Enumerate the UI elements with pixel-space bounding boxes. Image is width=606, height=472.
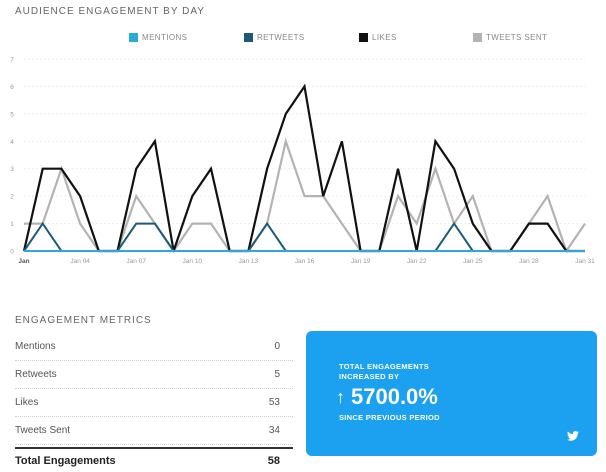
metric-row-retweets: Retweets 5 [15, 361, 293, 389]
metric-value: 0 [274, 341, 280, 352]
legend-swatch-mentions [129, 33, 138, 42]
x-tick-label: Jan 16 [295, 258, 315, 265]
legend-label-likes: LIKES [372, 33, 397, 42]
x-tick-label: Jan 04 [70, 258, 90, 265]
twitter-icon[interactable] [567, 431, 579, 441]
promo-value: 5700.0% [351, 384, 438, 409]
x-tick-label: Jan [18, 258, 29, 265]
x-tick-label: Jan 25 [463, 258, 483, 265]
x-tick-label: Jan 31 [575, 258, 595, 265]
promo-subtext: SINCE PREVIOUS PERIOD [339, 413, 440, 422]
x-tick-label: Jan 13 [239, 258, 259, 265]
legend-label-retweets: RETWEETS [257, 33, 305, 42]
legend-label-tweets-sent: TWEETS SENT [486, 33, 548, 42]
y-tick-label: 2 [10, 194, 14, 201]
metric-value: 5 [274, 369, 280, 380]
series-line-retweets [23, 221, 585, 252]
metric-row-mentions: Mentions 0 [15, 333, 293, 361]
y-tick-label: 0 [10, 249, 14, 256]
metric-value: 34 [268, 425, 280, 436]
legend-item-likes[interactable]: LIKES [359, 33, 397, 42]
legend-item-mentions[interactable]: MENTIONS [129, 33, 187, 42]
metric-total-value: 58 [267, 455, 280, 467]
y-tick-label: 5 [10, 111, 14, 118]
metric-total-label: Total Engagements [15, 455, 116, 467]
legend-swatch-tweets-sent [473, 33, 482, 42]
metric-value: 53 [268, 397, 280, 408]
metric-label: Tweets Sent [15, 425, 71, 436]
x-tick-label: Jan 22 [407, 258, 427, 265]
y-tick-label: 7 [10, 57, 14, 64]
engagement-line-chart: 0 1 2 3 4 5 6 7 Jan Jan 04 Jan 07 Jan 10 Jan 13 Jan 1… [10, 57, 595, 266]
legend-label-mentions: MENTIONS [142, 33, 188, 42]
promo-value-row: ↑ 5700.0% [336, 384, 438, 410]
x-tick-label: Jan 19 [351, 258, 371, 265]
metric-label: Retweets [15, 369, 57, 380]
legend-item-tweets-sent[interactable]: TWEETS SENT [473, 33, 547, 42]
metric-row-total: Total Engagements 58 [15, 447, 293, 472]
x-tick-label: Jan 10 [183, 258, 203, 265]
engagement-increase-card: TOTAL ENGAGEMENTS INCREASED BY ↑ 5700.0%… [306, 331, 597, 456]
metric-row-likes: Likes 53 [15, 389, 293, 417]
promo-label: TOTAL ENGAGEMENTS INCREASED BY [339, 362, 430, 381]
metric-label: Mentions [15, 341, 56, 352]
y-tick-label: 6 [10, 84, 14, 91]
legend-item-retweets[interactable]: RETWEETS [244, 33, 305, 42]
metrics-title: ENGAGEMENT METRICS [15, 315, 152, 326]
metrics-table: Mentions 0 Retweets 5 Likes 53 Tweets Se… [15, 333, 293, 472]
y-tick-label: 1 [10, 221, 14, 228]
y-tick-label: 4 [10, 139, 14, 146]
y-tick-label: 3 [10, 166, 14, 173]
legend-swatch-likes [359, 33, 368, 42]
x-tick-label: Jan 07 [126, 258, 146, 265]
metric-row-tweets-sent: Tweets Sent 34 [15, 417, 293, 445]
chart-title: AUDIENCE ENGAGEMENT BY DAY [15, 6, 205, 17]
arrow-up-icon: ↑ [336, 386, 345, 407]
chart-legend: MENTIONS RETWEETS LIKES TWEETS SENT [0, 33, 606, 47]
x-tick-label: Jan 28 [519, 258, 539, 265]
metric-label: Likes [15, 397, 39, 408]
legend-swatch-retweets [244, 33, 253, 42]
